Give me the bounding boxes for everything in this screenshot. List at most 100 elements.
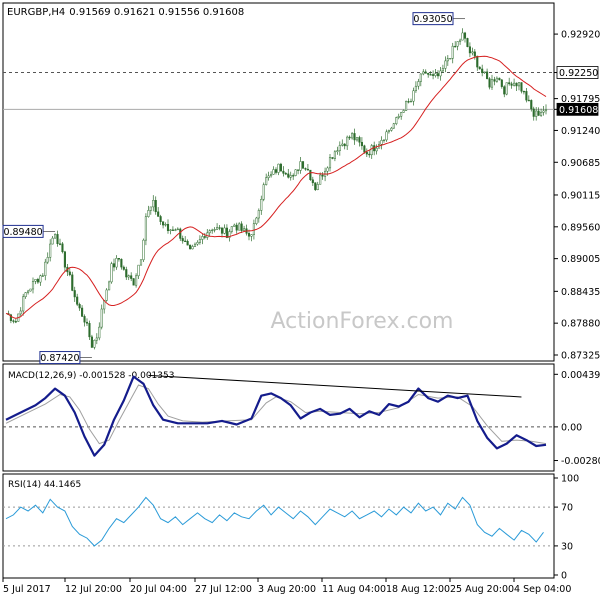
candle-body [385,131,388,141]
candle-body [432,74,435,76]
candle-body [456,41,459,47]
x-tick-label: 27 Jul 12:00 [195,584,252,595]
swing-low-annotation-box [39,351,81,365]
candle-body [196,242,199,245]
candle-body [400,112,403,117]
candle-body [488,78,491,88]
candle-body [130,275,133,279]
price-tick-label: 0.89005 [561,254,600,265]
candle-body [405,101,408,111]
candle-body [49,243,52,258]
candle-body [446,58,449,62]
candle-body [436,73,440,77]
candle-body [186,240,189,246]
candle-body [78,304,81,309]
candle-body [287,173,290,178]
candle-body [542,110,545,113]
candle-body [363,145,366,153]
candle-body [252,223,255,235]
x-tick-label: 12 Jul 20:00 [65,584,122,595]
candle-body [279,163,282,172]
candle-body [434,73,437,76]
candle-body [343,143,346,147]
candle-body [176,228,179,231]
candle-body [500,79,503,87]
macd-tick-label: 0.00 [561,422,582,433]
watermark: ActionForex.com [271,309,454,334]
candle-body [424,71,427,74]
candle-body [154,200,157,213]
candle-body [508,82,511,85]
price-tick-label: 0.92920 [561,30,600,41]
rsi-label: RSI(14) 44.1465 [8,480,81,490]
swing-high-annotation-box [2,224,44,238]
candle-body [522,90,525,93]
candle-body [481,68,484,74]
candle-body [517,82,521,87]
candle-body [495,77,498,82]
candle-body [137,264,140,277]
candle-body [346,136,349,147]
candle-body [127,275,130,278]
candle-body [353,133,356,141]
candle-body [387,130,390,133]
candle-body [289,175,292,178]
header-symbol: EURGBP,H4 0.91569 0.91621 0.91556 0.91608 [7,7,244,18]
candle-body [392,123,395,129]
candle-body [333,151,336,159]
candle-body [530,100,533,110]
candle-body [338,145,341,151]
price-tick-label: 0.88435 [561,287,600,298]
candle-body [81,307,84,317]
candle-body [171,229,174,231]
price-tag-text: 0.92250 [559,68,598,79]
price-tag-text: 0.91608 [559,105,598,116]
candle-body [409,100,413,103]
candle-body [454,45,457,48]
candle-body [208,230,211,234]
candle-body [225,227,228,238]
candle-body [380,140,383,145]
candle-body [490,79,494,88]
high-annotation-box [412,12,454,26]
candle-body [9,314,12,321]
price-tick-label: 0.87325 [561,351,600,362]
candle-body [483,71,486,74]
x-tick-label: 18 Aug 12:00 [386,584,450,595]
candle-body [157,211,160,217]
symbol-text: EURGBP,H4 [7,7,65,18]
swing-high-annotation-text: 0.89480 [3,227,42,238]
candle-body [326,167,329,172]
x-axis: 5 Jul 2017 12 Jul 20:00 20 Jul 04:00 27 Jul… [2,578,571,595]
candle-body [284,173,287,175]
candle-body [417,81,420,87]
ohlc-text: 0.91569 0.91621 0.91556 0.91608 [69,7,244,18]
candle-body [277,163,280,173]
candle-body [22,296,25,312]
candle-body [203,236,206,238]
rsi-tick-label: 0 [561,571,567,582]
candle-body [299,161,302,171]
candle-body [360,141,363,147]
candle-body [304,168,307,170]
candle-body [181,238,184,242]
macd-series [3,374,554,457]
candle-body [429,74,432,76]
candle-body [120,258,123,268]
candle-body [535,110,538,117]
candle-body [412,90,415,102]
candle-body [73,290,76,298]
candle-body [169,229,172,231]
ma-line [5,55,547,319]
candle-body [112,263,116,268]
candle-body [301,161,305,169]
candle-body [34,279,37,282]
candle-body [39,275,42,283]
x-tick-label: 25 Aug 20:00 [450,584,514,595]
candle-body [191,246,194,250]
price-annotations: 0.93050 0.89480 0.87420 [2,12,465,365]
price-horizontal-lines [3,72,554,110]
candle-body [297,169,300,171]
candle-body [503,86,506,95]
